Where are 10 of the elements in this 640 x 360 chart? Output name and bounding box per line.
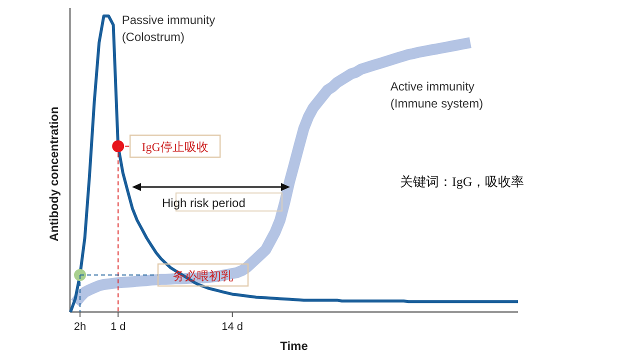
x-axis-title: Time [280,339,308,353]
series-label: Passive immunity (Colostrum) [122,13,216,44]
x-tick-label: 1 d [110,321,126,333]
annotation: 关键词：IgG，吸收率 [400,174,524,189]
y-axis-title: Antibody concentration [47,106,61,242]
annotation: IgG停止吸收 [142,140,208,154]
x-tick-label: 14 d [222,321,244,333]
series-label: Active immunity (Immune system) [390,80,484,111]
x-tick-label: 2h [74,321,86,333]
annotation: High risk period [162,196,246,210]
